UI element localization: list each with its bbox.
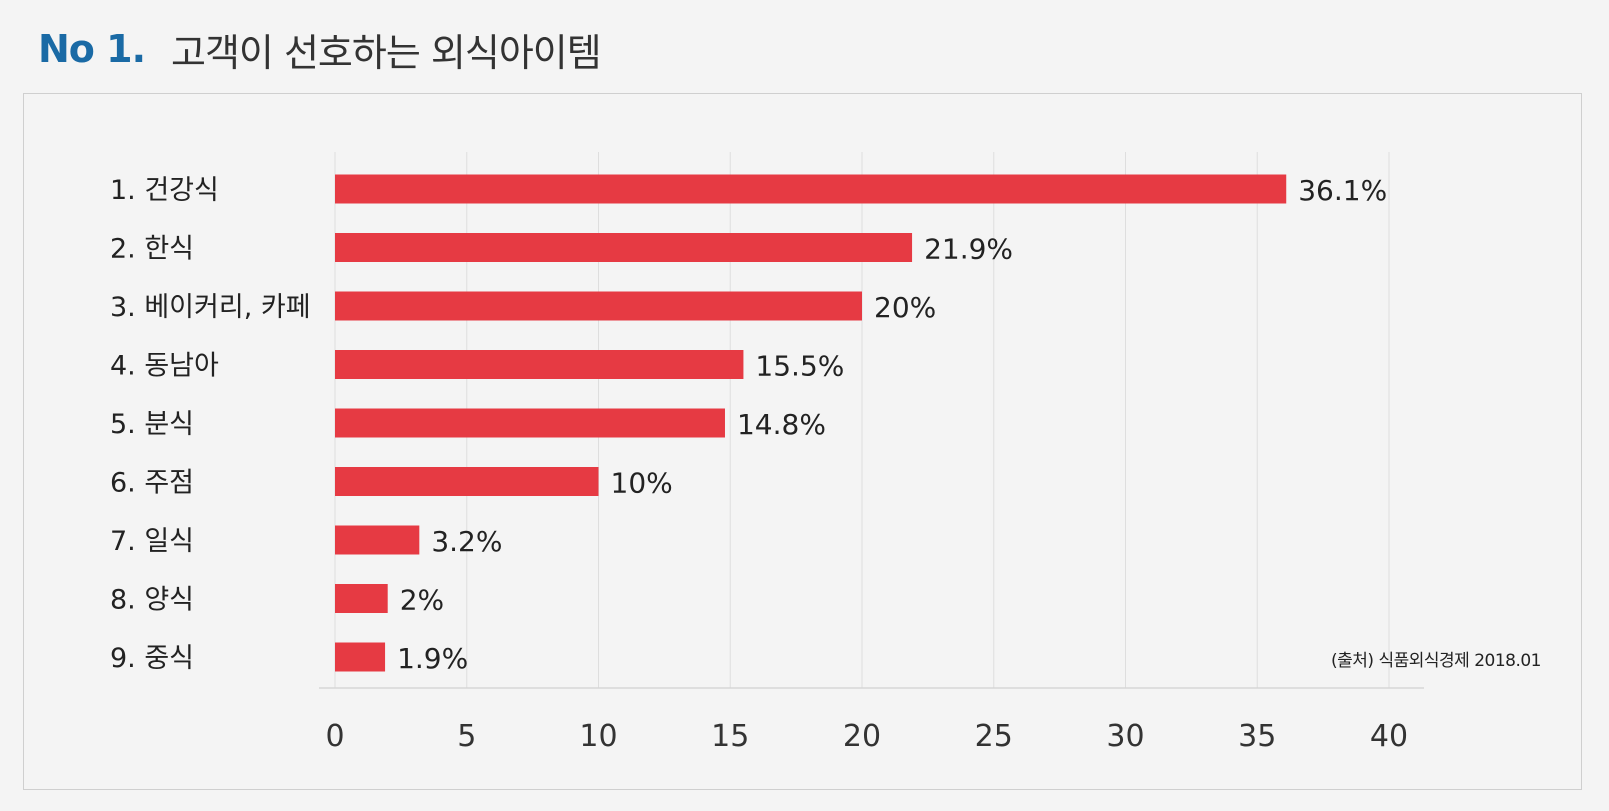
category-label: 6. 주점 — [110, 468, 194, 499]
x-tick-label: 25 — [975, 719, 1013, 754]
value-label: 15.5% — [755, 350, 844, 383]
page-header: No 1. 고객이 선호하는 외식아이템 — [38, 14, 602, 84]
category-label: 7. 일식 — [110, 526, 194, 557]
bar — [335, 584, 388, 613]
bar — [335, 291, 862, 321]
x-tick-label: 20 — [843, 719, 881, 754]
x-tick-label: 15 — [711, 719, 749, 754]
title-number: No 1. — [38, 27, 146, 71]
x-tick-label: 40 — [1370, 719, 1408, 754]
x-tick-label: 10 — [579, 719, 617, 754]
value-label: 14.8% — [737, 408, 826, 441]
category-label: 2. 한식 — [110, 234, 194, 265]
value-label: 1.9% — [397, 642, 468, 675]
page-title: 고객이 선호하는 외식아이템 — [171, 30, 602, 75]
x-tick-label: 0 — [325, 719, 344, 754]
value-label: 10% — [611, 467, 673, 500]
value-label: 3.2% — [431, 525, 502, 558]
bar — [335, 408, 725, 438]
category-label: 9. 중식 — [110, 643, 194, 674]
chart-panel: 0 5 10 15 20 25 30 35 40 1. 건강식 36.1% 2. 한식 21.9% 3. … — [23, 93, 1582, 790]
value-label: 20% — [874, 291, 936, 324]
category-label: 1. 건강식 — [110, 175, 219, 206]
bar — [335, 233, 913, 262]
x-tick-label: 5 — [457, 719, 476, 754]
category-label: 5. 분식 — [110, 409, 194, 440]
category-label: 4. 동남아 — [110, 351, 219, 382]
x-tick-label: 30 — [1106, 719, 1144, 754]
bar — [335, 642, 386, 672]
category-label: 8. 양식 — [110, 585, 194, 616]
bar — [335, 467, 599, 496]
value-label: 21.9% — [924, 233, 1013, 266]
source-note: (출처) 식품외식경제 2018.01 — [1331, 651, 1542, 671]
bar-chart: 0 5 10 15 20 25 30 35 40 1. 건강식 36.1% 2. 한식 21.9% 3. … — [110, 152, 1424, 754]
value-label: 36.1% — [1298, 174, 1387, 207]
x-tick-label: 35 — [1238, 719, 1276, 754]
category-label: 3. 베이커리, 카페 — [110, 292, 311, 323]
bar — [335, 525, 420, 555]
bar — [335, 174, 1287, 204]
bar — [335, 350, 744, 379]
value-label: 2% — [400, 584, 444, 617]
